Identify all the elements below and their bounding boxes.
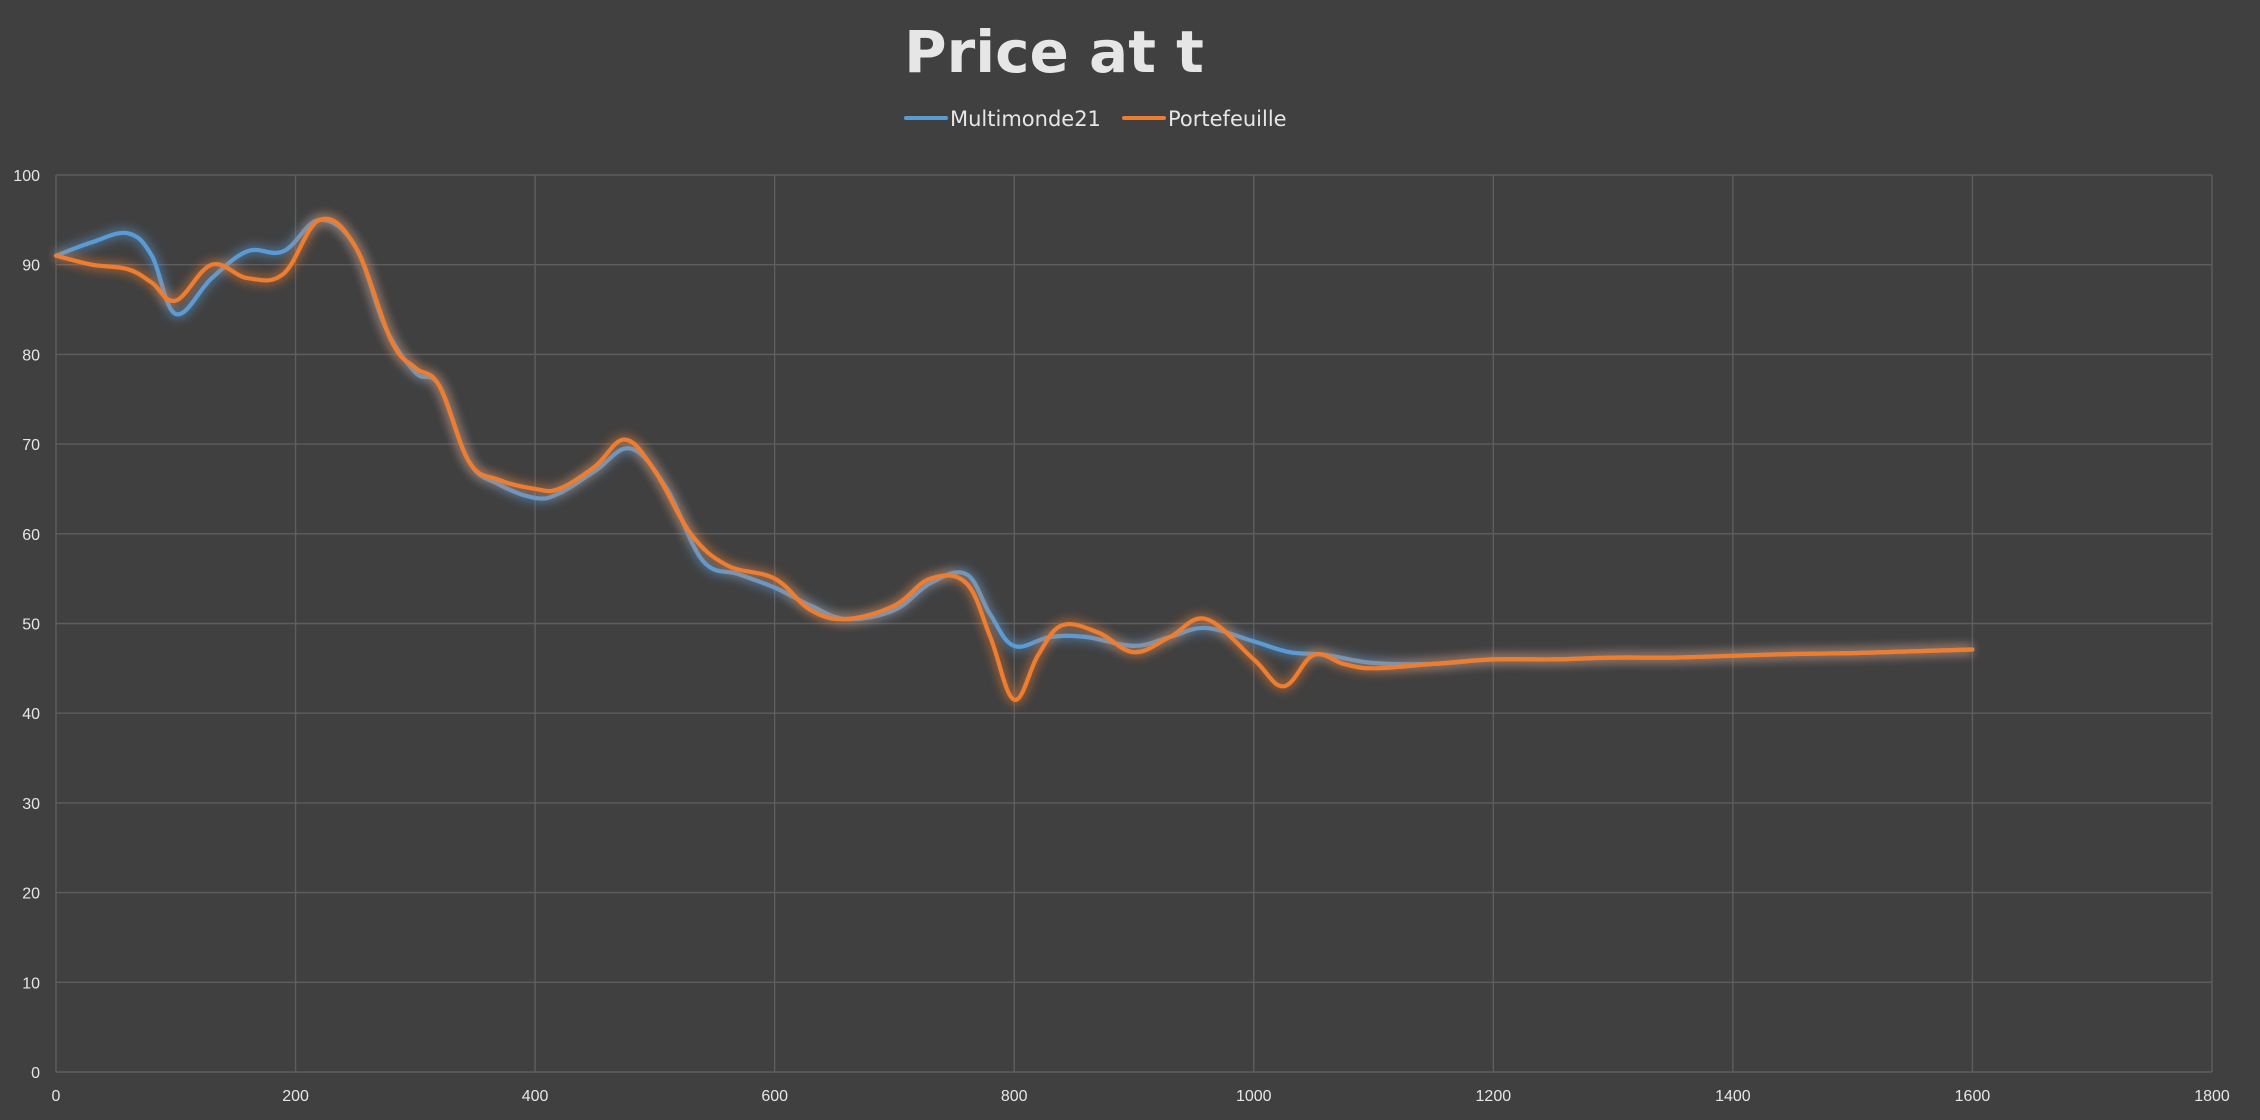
- series-lines: [53, 214, 1975, 705]
- y-tick-label: 80: [22, 347, 40, 364]
- x-tick-label: 1200: [1476, 1088, 1512, 1105]
- y-tick-label: 0: [31, 1065, 40, 1082]
- legend: Multimonde21 Portefeuille: [904, 107, 1287, 131]
- y-tick-label: 50: [22, 617, 40, 634]
- y-tick-label: 20: [22, 886, 40, 903]
- chart-title: Price at t: [904, 18, 1204, 86]
- legend-label-portefeuille: Portefeuille: [1168, 107, 1287, 131]
- x-tick-label: 800: [1001, 1088, 1028, 1105]
- y-tick-label: 40: [22, 706, 40, 723]
- legend-label-multimonde21: Multimonde21: [950, 107, 1101, 131]
- x-tick-label: 600: [761, 1088, 788, 1105]
- y-tick-label: 100: [13, 168, 40, 185]
- gridlines: [55, 174, 2213, 1073]
- x-tick-label: 400: [522, 1088, 549, 1105]
- x-tick-label: 1000: [1236, 1088, 1272, 1105]
- x-tick-label: 1600: [1955, 1088, 1991, 1105]
- y-tick-label: 60: [22, 527, 40, 544]
- y-tick-label: 10: [22, 975, 40, 992]
- y-tick-label: 70: [22, 437, 40, 454]
- x-tick-label: 0: [52, 1088, 61, 1105]
- series-line-portefeuille: [53, 216, 1975, 702]
- y-tick-label: 30: [22, 796, 40, 813]
- x-tick-label: 200: [282, 1088, 309, 1105]
- y-tick-label: 90: [22, 258, 40, 275]
- x-tick-label: 1800: [2194, 1088, 2230, 1105]
- x-tick-label: 1400: [1715, 1088, 1751, 1105]
